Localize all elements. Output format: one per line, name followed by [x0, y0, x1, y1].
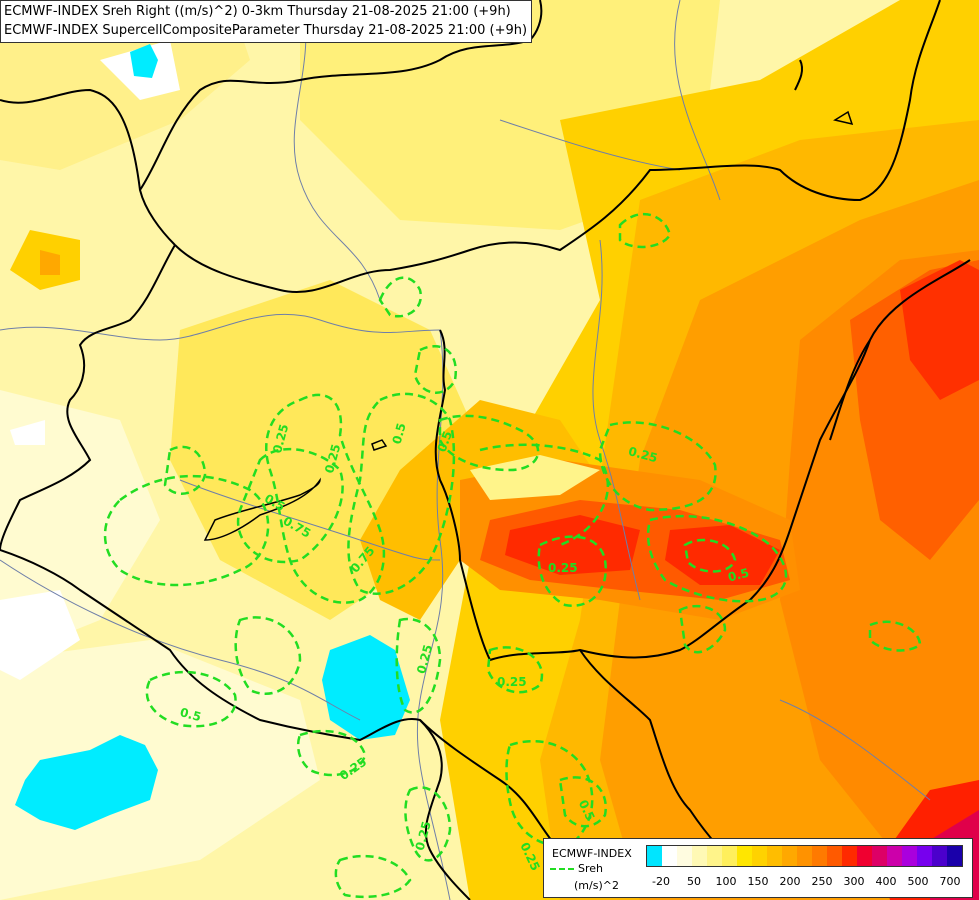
legend-swatch	[857, 846, 872, 866]
contour-label: 0.5	[435, 429, 455, 454]
legend-model-label: ECMWF-INDEX	[552, 847, 632, 860]
legend-swatch	[827, 846, 842, 866]
legend-color-scale	[646, 845, 963, 867]
legend-tick-label: 300	[843, 875, 865, 888]
contour-label: 0.25	[548, 561, 578, 575]
legend-swatch	[647, 846, 662, 866]
contour-label: 0.5	[178, 705, 202, 724]
legend-swatch	[842, 846, 857, 866]
legend-swatch	[737, 846, 752, 866]
legend-swatch	[902, 846, 917, 866]
scp-contours	[103, 213, 922, 899]
legend-swatch	[812, 846, 827, 866]
legend-tick-label: 700	[939, 875, 961, 888]
legend-tick-label: 200	[779, 875, 801, 888]
legend-swatch	[872, 846, 887, 866]
legend-swatch	[677, 846, 692, 866]
legend-tick-label: 500	[907, 875, 929, 888]
legend-swatch	[947, 846, 962, 866]
contour-label: 0.25	[497, 675, 527, 689]
title-line-scp: ECMWF-INDEX SupercellCompositeParameter …	[4, 23, 528, 38]
legend-swatch	[662, 846, 677, 866]
legend-swatch	[932, 846, 947, 866]
legend-swatch	[722, 846, 737, 866]
legend-swatch	[752, 846, 767, 866]
negative-helicity-area	[15, 44, 410, 830]
legend-tick-label: 250	[811, 875, 833, 888]
legend-swatch	[887, 846, 902, 866]
legend-tick-label: 50	[687, 875, 701, 888]
legend-swatch	[797, 846, 812, 866]
legend-swatch	[782, 846, 797, 866]
legend-tick-label: 100	[715, 875, 737, 888]
legend-tick-label: 400	[875, 875, 897, 888]
legend-sreh-label: Sreh	[578, 862, 604, 875]
legend-unit: (m/s)^2	[574, 879, 619, 892]
legend-swatch	[692, 846, 707, 866]
contour-label: 0.5	[726, 566, 750, 585]
title-line-sreh: ECMWF-INDEX Sreh Right ((m/s)^2) 0-3km T…	[4, 4, 511, 19]
color-legend: ECMWF-INDEX Sreh (m/s)^2 -20 50 100 150 200 2…	[543, 838, 973, 898]
dashed-contour-sample-icon	[550, 868, 574, 870]
contour-label: 0.5	[390, 421, 409, 445]
legend-swatch	[707, 846, 722, 866]
map-title: ECMWF-INDEX Sreh Right ((m/s)^2) 0-3km T…	[0, 0, 533, 43]
legend-tick-label: 150	[747, 875, 769, 888]
legend-swatch	[767, 846, 782, 866]
legend-tick-label: -20	[652, 875, 670, 888]
legend-swatch	[917, 846, 932, 866]
